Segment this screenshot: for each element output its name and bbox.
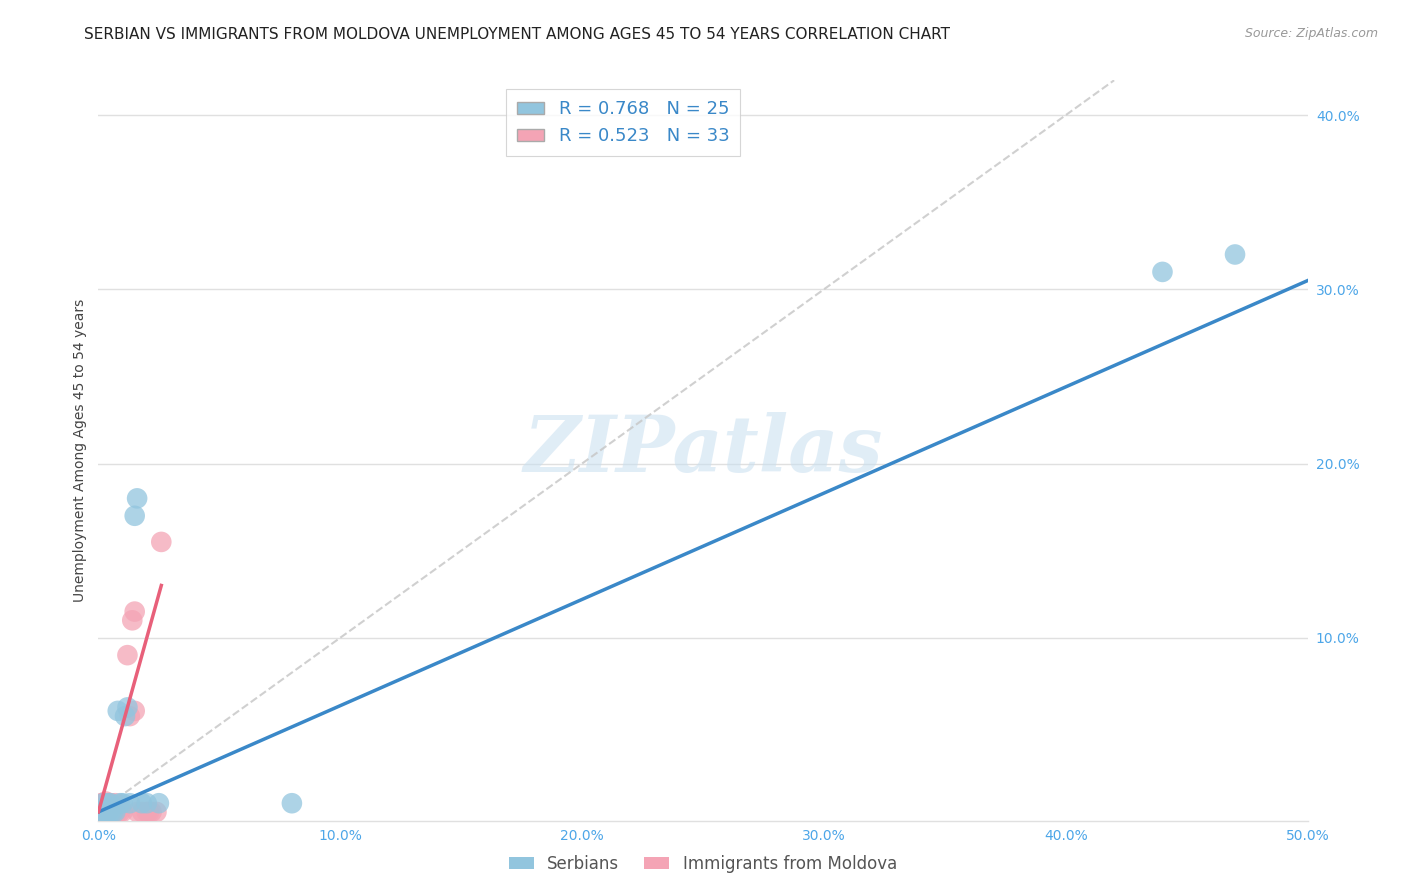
Point [145,805,167,819]
Point [100,805,122,819]
Point [1223,247,1246,261]
Point [97,805,120,819]
Point [104,801,127,815]
Point [124,605,146,619]
Point [91,799,114,814]
Point [111,796,134,810]
Legend: R = 0.768   N = 25, R = 0.523   N = 33: R = 0.768 N = 25, R = 0.523 N = 33 [506,89,741,156]
Point [138,805,160,819]
Point [100,801,122,815]
Point [100,796,122,810]
Point [108,796,131,810]
Point [117,700,139,714]
Point [91,805,114,819]
Point [281,796,304,810]
Point [94,799,117,814]
Point [90,796,112,810]
Point [141,805,163,819]
Point [91,796,114,810]
Point [104,805,127,819]
Point [94,795,117,809]
Point [107,805,129,819]
Point [124,704,146,718]
Point [118,709,141,723]
Point [124,508,146,523]
Point [135,805,157,819]
Point [104,796,127,810]
Point [117,648,139,662]
Point [127,491,149,506]
Point [97,805,120,819]
Point [1152,265,1174,279]
Point [90,805,112,819]
Point [150,535,173,549]
Point [91,805,114,819]
Point [90,805,112,819]
Point [121,613,143,627]
Point [101,799,124,814]
Point [111,805,134,819]
Point [131,796,153,810]
Point [107,704,129,718]
Y-axis label: Unemployment Among Ages 45 to 54 years: Unemployment Among Ages 45 to 54 years [73,299,87,602]
Text: ZIPatlas: ZIPatlas [523,412,883,489]
Point [108,805,131,819]
Point [101,805,124,819]
Point [127,805,149,819]
Legend: Serbians, Immigrants from Moldova: Serbians, Immigrants from Moldova [502,848,904,880]
Point [97,796,120,810]
Text: SERBIAN VS IMMIGRANTS FROM MOLDOVA UNEMPLOYMENT AMONG AGES 45 TO 54 YEARS CORREL: SERBIAN VS IMMIGRANTS FROM MOLDOVA UNEMP… [84,27,950,42]
Point [131,805,153,819]
Point [148,796,170,810]
Point [97,796,120,810]
Point [135,796,157,810]
Point [94,805,117,819]
Point [90,801,112,815]
Point [94,801,117,815]
Point [101,805,124,819]
Point [118,796,141,810]
Point [91,796,114,810]
Point [94,805,117,819]
Point [100,805,122,819]
Point [100,796,122,810]
Text: Source: ZipAtlas.com: Source: ZipAtlas.com [1244,27,1378,40]
Point [114,709,136,723]
